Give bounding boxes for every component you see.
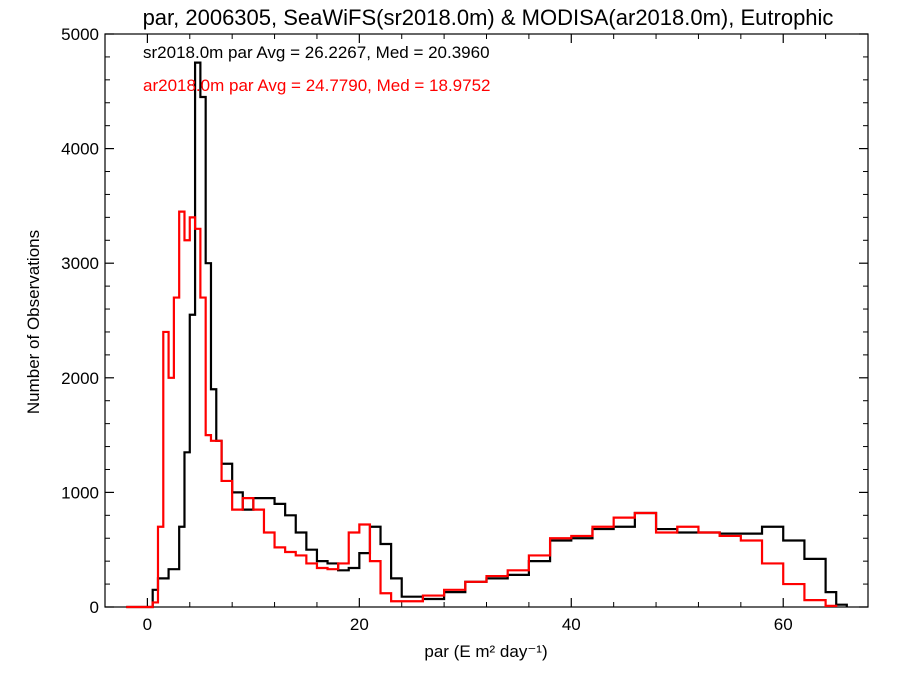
y-tick-label: 5000	[61, 25, 99, 44]
series-line-ar20180m	[126, 210, 838, 609]
y-tick-label: 1000	[61, 483, 99, 502]
y-tick-label: 4000	[61, 140, 99, 159]
x-tick-label: 60	[774, 615, 793, 634]
y-tick-label: 2000	[61, 369, 99, 388]
chart-title: par, 2006305, SeaWiFS(sr2018.0m) & MODIS…	[143, 5, 834, 30]
y-axis-label: Number of Observations	[24, 230, 43, 414]
x-tick-label: 40	[562, 615, 581, 634]
plot-frame	[104, 33, 869, 608]
y-tick-label: 0	[90, 598, 99, 617]
legend-entry-sr2018: sr2018.0m par Avg = 26.2267, Med = 20.39…	[143, 43, 490, 62]
x-axis-label: par (E m² day⁻¹)	[424, 642, 547, 661]
y-tick-label: 3000	[61, 254, 99, 273]
legend-entry-ar2018: ar2018.0m par Avg = 24.7790, Med = 18.97…	[143, 76, 491, 95]
x-tick-label: 0	[143, 615, 152, 634]
plot-area: 0 20 40 60 0 1000 2000 3000 4000 5000	[61, 25, 869, 634]
x-tick-label: 20	[350, 615, 369, 634]
series-line-sr20180m	[126, 61, 848, 609]
